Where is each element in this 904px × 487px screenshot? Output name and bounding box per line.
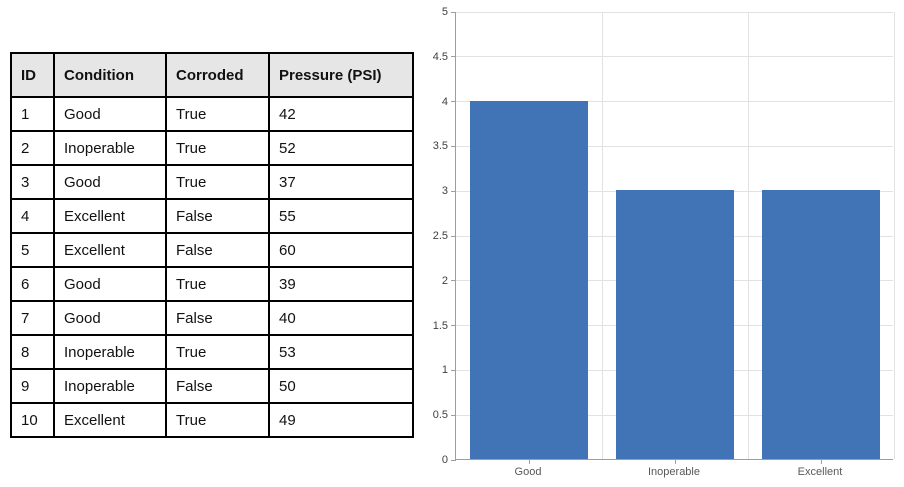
table-cell: Good: [53, 266, 167, 302]
column-header-condition: Condition: [53, 52, 167, 98]
table-cell: 50: [268, 368, 414, 404]
table-cell: 49: [268, 402, 414, 438]
table-cell: Excellent: [53, 402, 167, 438]
bar-good: [470, 100, 588, 459]
table-cell: True: [165, 266, 270, 302]
table-cell: 4: [10, 198, 55, 234]
x-axis-tick-mark: [529, 459, 530, 464]
y-axis-tick-label: 2: [441, 274, 448, 287]
y-axis-tick-mark: [451, 325, 456, 327]
gridline-horizontal: [456, 11, 893, 13]
table-row: 5 Excellent False 60: [10, 232, 414, 268]
gridline-vertical: [747, 12, 749, 459]
table-cell: Good: [53, 164, 167, 200]
table-cell: 8: [10, 334, 55, 370]
table-cell: Excellent: [53, 232, 167, 268]
column-header-corroded: Corroded: [165, 52, 270, 98]
table-cell: False: [165, 198, 270, 234]
table-cell: 55: [268, 198, 414, 234]
gridline-vertical: [601, 12, 603, 459]
pipe-data-table-container: ID Condition Corroded Pressure (PSI) 1 Good T…: [10, 52, 414, 438]
table-row: 1 Good True 42: [10, 96, 414, 132]
y-axis-tick-label: 2.5: [432, 230, 448, 242]
table-cell: 1: [10, 96, 55, 132]
x-axis-category-label-good: Good: [514, 466, 542, 478]
table-cell: 53: [268, 334, 414, 370]
table-row: 4 Excellent False 55: [10, 198, 414, 234]
y-axis-tick-label: 5: [441, 6, 448, 18]
table-cell: Inoperable: [53, 368, 167, 404]
pipe-data-table: ID Condition Corroded Pressure (PSI) 1 Good T…: [10, 52, 414, 438]
table-cell: Excellent: [53, 198, 167, 234]
table-cell: Good: [53, 300, 167, 336]
table-cell: 37: [268, 164, 414, 200]
table-cell: 60: [268, 232, 414, 268]
y-axis-tick-label: 0: [441, 454, 448, 466]
y-axis-tick-mark: [451, 369, 456, 371]
table-cell: 40: [268, 300, 414, 336]
gridline-horizontal: [456, 56, 893, 58]
bar-inoperable: [616, 190, 734, 459]
table-cell: 2: [10, 130, 55, 166]
y-axis-tick-mark: [451, 235, 456, 237]
y-axis-tick-label: 3.5: [432, 140, 448, 153]
x-axis-tick-mark: [675, 459, 676, 464]
table-row: 3 Good True 37: [10, 164, 414, 200]
table-cell: 9: [10, 368, 55, 404]
y-axis-tick-mark: [451, 459, 456, 461]
table-cell: 5: [10, 232, 55, 268]
table-cell: 52: [268, 130, 414, 166]
y-axis-tick-mark: [451, 190, 456, 192]
table-row: 7 Good False 40: [10, 300, 414, 336]
column-header-pressure-psi: Pressure (PSI): [268, 52, 414, 98]
table-cell: True: [165, 130, 270, 166]
y-axis-tick-label: 3: [441, 185, 448, 198]
x-axis-category-label-inoperable: Inoperable: [648, 466, 700, 478]
bar-excellent: [762, 190, 880, 459]
table-cell: 42: [268, 96, 414, 132]
table-cell: True: [165, 96, 270, 132]
table-cell: 10: [10, 402, 55, 438]
table-header: ID Condition Corroded Pressure (PSI): [10, 52, 414, 98]
table-cell: 6: [10, 266, 55, 302]
x-axis-category-label-excellent: Excellent: [797, 466, 843, 478]
table-cell: Good: [53, 96, 167, 132]
y-axis-tick-mark: [451, 145, 456, 147]
y-axis-tick-mark: [451, 11, 456, 13]
y-axis-tick-label: 1.5: [432, 319, 448, 332]
y-axis-tick-mark: [451, 414, 456, 416]
table-cell: False: [165, 232, 270, 268]
table-cell: False: [165, 368, 270, 404]
table-cell: 7: [10, 300, 55, 336]
y-axis-tick-label: 4.5: [432, 50, 448, 63]
table-body: 1 Good True 42 2 Inoperable True 52 3 Good True 37 4…: [10, 96, 414, 438]
table-cell: 39: [268, 266, 414, 302]
column-header-id: ID: [10, 52, 55, 98]
chart-plot-area: [451, 11, 895, 464]
table-row: 9 Inoperable False 50: [10, 368, 414, 404]
table-cell: False: [165, 300, 270, 336]
table-row: 2 Inoperable True 52: [10, 130, 414, 166]
table-header-row: ID Condition Corroded Pressure (PSI): [10, 52, 414, 98]
y-axis-tick-mark: [451, 280, 456, 282]
table-cell: True: [165, 164, 270, 200]
x-axis-tick-mark: [821, 459, 822, 464]
y-axis-tick-label: 1: [441, 364, 448, 377]
condition-count-bar-chart: 0 0.5 1 1.5 2 2.5 3 3.5 4 4.5 5 Good Inoperable Exce…: [420, 0, 904, 487]
table-row: 8 Inoperable True 53: [10, 334, 414, 370]
y-axis-tick-label: 4: [441, 95, 448, 108]
table-cell: True: [165, 334, 270, 370]
table-row: 6 Good True 39: [10, 266, 414, 302]
y-axis-tick-label: 0.5: [432, 409, 448, 422]
y-axis-tick-mark: [451, 56, 456, 58]
gridline-vertical: [893, 12, 895, 459]
table-cell: Inoperable: [53, 130, 167, 166]
table-row: 10 Excellent True 49: [10, 402, 414, 438]
y-axis-tick-mark: [451, 101, 456, 103]
table-cell: True: [165, 402, 270, 438]
gridline-horizontal: [456, 101, 893, 103]
table-cell: 3: [10, 164, 55, 200]
gridline-horizontal: [456, 145, 893, 147]
table-cell: Inoperable: [53, 334, 167, 370]
